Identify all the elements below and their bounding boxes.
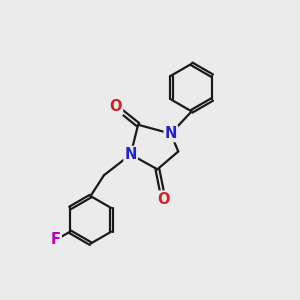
Text: O: O [110, 99, 122, 114]
Text: O: O [157, 191, 170, 206]
Text: N: N [124, 147, 137, 162]
Text: F: F [51, 232, 61, 247]
Text: N: N [165, 126, 177, 141]
